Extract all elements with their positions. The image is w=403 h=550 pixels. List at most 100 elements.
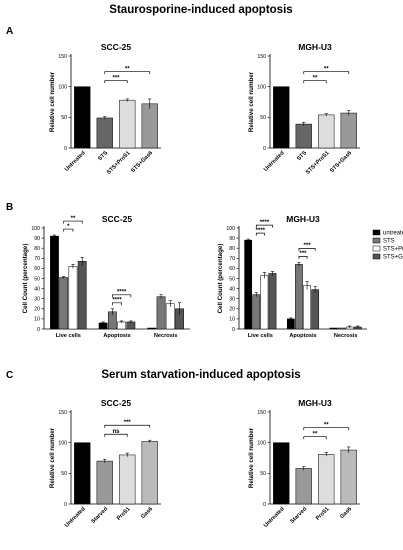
significance-bracket (303, 80, 327, 84)
bar-sts (59, 277, 69, 330)
panel-letter-b: B (6, 202, 13, 213)
bar-untreated (74, 442, 91, 505)
y-tick-label: 50 (61, 115, 67, 121)
bar-sts-pros1 (260, 275, 269, 330)
x-tick-label: STS+Gas6 (130, 150, 154, 174)
chart-title: SCC-25 (101, 42, 132, 52)
x-tick-label: ProS1 (116, 506, 132, 522)
y-tick-label: 0 (263, 502, 266, 508)
y-tick-label: 50 (229, 276, 235, 282)
significance-bracket (112, 302, 122, 306)
y-axis-label: Relative cell number (248, 71, 255, 132)
y-tick-label: 10 (229, 317, 235, 323)
significance-label: ** (313, 75, 318, 81)
y-tick-label: 90 (34, 236, 40, 242)
bar-pros1 (318, 454, 335, 505)
significance-bracket (104, 433, 128, 437)
bar-sts-gas6 (268, 273, 277, 330)
chart-a2: MGH-U3 0 50 100 150 Relative cell number Untre… (248, 42, 360, 176)
x-tick-label: Untreated (64, 506, 87, 529)
bar-sts-pros1 (119, 99, 136, 149)
chart-c1: SCC-25 0 50 100 150 Relative cell number Untre… (49, 398, 161, 529)
y-axis-label: Relative cell number (248, 427, 255, 488)
significance-label: *** (112, 75, 120, 81)
y-tick-label: 50 (260, 115, 266, 121)
x-tick-label: Untreated (64, 150, 87, 173)
y-tick-label: 100 (226, 226, 235, 232)
bar-sts-pros1 (68, 266, 78, 330)
chart-title: MGH-U3 (298, 42, 332, 52)
y-tick-label: 90 (229, 236, 235, 242)
x-tick-label: Live cells (56, 333, 81, 339)
bar-untreated (273, 86, 290, 149)
bar-sts (96, 117, 113, 149)
section-a-title: Staurosporine-induced apoptosis (109, 4, 292, 16)
x-tick-label: Untreated (263, 506, 286, 529)
bar-untreated (244, 239, 253, 330)
y-tick-label: 150 (58, 410, 67, 416)
significance-bracket (303, 436, 327, 440)
bar-starved (96, 460, 113, 505)
x-tick-label: STS+ProS1 (106, 150, 132, 176)
significance-bracket (298, 247, 316, 251)
x-tick-label: STS+ProS1 (305, 150, 331, 176)
significance-label: ** (324, 66, 329, 72)
chart-title: SCC-25 (101, 398, 132, 408)
x-tick-label: ProS1 (315, 506, 331, 522)
y-tick-label: 100 (31, 226, 40, 232)
x-tick-label: Starved (90, 506, 109, 525)
bar-sts (156, 296, 166, 330)
bar-untreated (273, 442, 290, 505)
significance-bracket (255, 224, 273, 228)
x-tick-label: STS+Gas6 (329, 150, 353, 174)
bar-sts-pros1 (303, 285, 311, 330)
y-tick-label: 100 (257, 84, 266, 90)
significance-label: **** (260, 220, 270, 226)
bar-sts-pros1 (318, 114, 335, 149)
panel-letter-a: A (6, 26, 13, 37)
legend-label: STS (383, 239, 395, 245)
bar-untreated (50, 235, 59, 330)
bar-sts-gas6 (311, 289, 320, 330)
bar-sts (337, 327, 346, 330)
significance-bracket (303, 71, 350, 75)
y-tick-label: 80 (229, 246, 235, 252)
bar-sts-gas6 (340, 112, 357, 149)
x-tick-label: Necrosis (154, 333, 178, 339)
bar-gas6 (141, 441, 158, 505)
bar-starved (295, 468, 312, 505)
significance-bracket (255, 232, 265, 236)
y-tick-label: 0 (64, 502, 67, 508)
y-tick-label: 60 (229, 266, 235, 272)
bar-gas6 (340, 449, 357, 505)
legend-label: STS+ProS1 (383, 247, 403, 253)
bar-untreated (286, 318, 295, 330)
bar-sts-gas6 (77, 261, 87, 330)
bar-pros1 (119, 454, 136, 505)
significance-label: *** (124, 420, 132, 426)
significance-label: ** (125, 66, 130, 72)
section-c-title: Serum starvation-induced apoptosis (101, 369, 300, 381)
significance-label: ** (313, 431, 318, 437)
significance-label: ** (324, 422, 329, 428)
bar-untreated (329, 327, 338, 330)
y-tick-label: 150 (257, 54, 266, 60)
y-tick-label: 0 (232, 327, 235, 333)
significance-label: ns (112, 429, 120, 435)
y-tick-label: 100 (58, 84, 67, 90)
y-tick-label: 100 (257, 440, 266, 446)
chart-c2: MGH-U3 0 50 100 150 Relative cell number Untre… (248, 398, 360, 529)
legend-swatch (372, 245, 381, 252)
x-tick-label: Gas6 (339, 506, 353, 520)
y-tick-label: 40 (229, 286, 235, 292)
y-axis-label: Relative cell number (49, 71, 56, 132)
x-tick-label: Live cells (248, 333, 273, 339)
y-axis-label: Relative cell number (49, 427, 56, 488)
bar-sts-gas6 (141, 103, 158, 149)
significance-label: *** (304, 243, 312, 249)
legend-label: untreated (383, 231, 403, 237)
y-tick-label: 80 (34, 246, 40, 252)
legend-swatch (372, 229, 381, 236)
x-tick-label: Untreated (263, 150, 286, 173)
